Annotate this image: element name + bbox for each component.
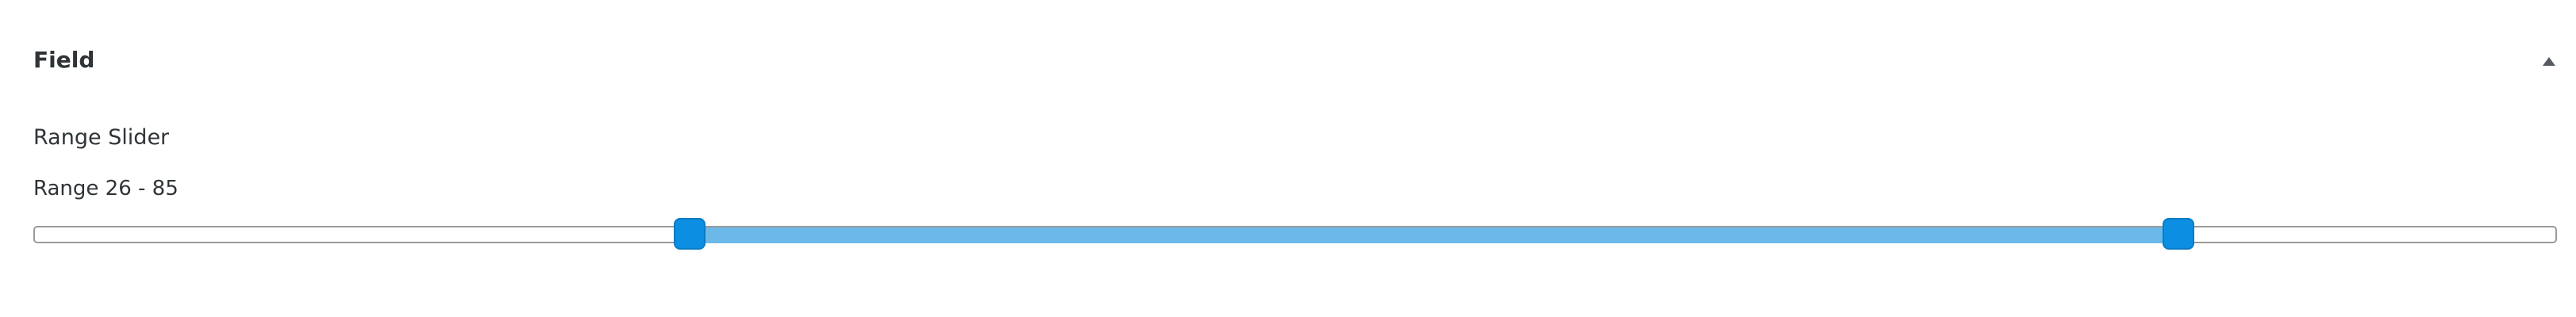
panel-title: Field [33,47,95,73]
collapse-toggle-button[interactable] [2536,49,2560,73]
slider-handle-min[interactable] [673,218,706,250]
range-slider-label: Range Slider [33,125,170,150]
caret-up-icon [2543,57,2555,66]
slider-selected-range [689,227,2178,243]
range-value-readout: Range 26 - 85 [33,177,179,201]
range-slider[interactable] [33,216,2559,255]
panel-header: Field [0,0,2576,127]
slider-handle-max[interactable] [2163,218,2194,250]
